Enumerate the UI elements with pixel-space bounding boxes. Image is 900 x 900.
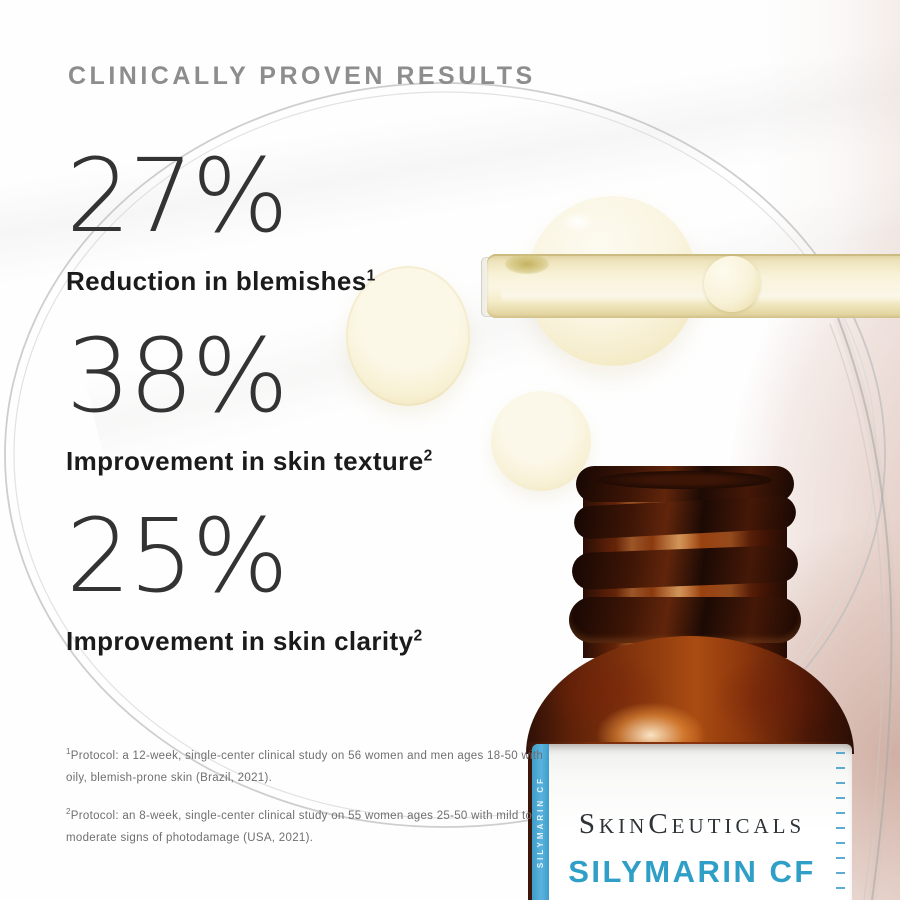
serum-drop (346, 266, 470, 406)
stat-value: 25% (66, 497, 289, 616)
stat-blemishes: 27% Reduction in blemishes1 (66, 137, 376, 297)
pipette-tube (487, 254, 900, 318)
footnote-ref: 2 (423, 447, 433, 465)
stat-value: 27% (66, 137, 289, 256)
stat-value: 38% (66, 317, 289, 436)
footnote-ref: 2 (413, 627, 423, 645)
stat-label: Improvement in skin clarity2 (66, 625, 423, 656)
serum-drop (491, 391, 591, 491)
footnote-ref: 1 (366, 267, 376, 285)
stat-texture: 38% Improvement in skin texture2 (66, 317, 433, 477)
dropper-pipette (481, 248, 900, 328)
serum-bubble (704, 256, 760, 312)
stat-label: Reduction in blemishes1 (66, 265, 376, 296)
pipette-highlight (501, 288, 900, 303)
footnote-protocol-1: 1Protocol: a 12-week, single-center clin… (66, 747, 544, 785)
stat-label: Improvement in skin texture2 (66, 445, 433, 476)
footnote-protocol-2: 2Protocol: an 8-week, single-center clin… (66, 806, 533, 844)
footnotes: 1Protocol: a 12-week, single-center clin… (66, 744, 544, 849)
stat-clarity: 25% Improvement in skin clarity2 (66, 497, 423, 657)
serum-tint (505, 254, 549, 274)
page-title: CLINICALLY PROVEN RESULTS (68, 62, 536, 90)
